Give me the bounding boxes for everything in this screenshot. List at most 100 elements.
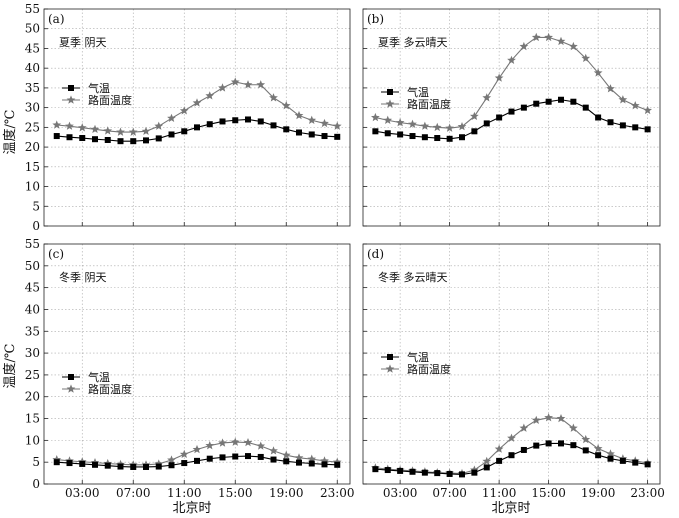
x-tick-label: 03:00: [383, 486, 418, 500]
data-point: [206, 455, 213, 462]
series-line: [375, 417, 648, 475]
data-point: [179, 449, 189, 459]
data-point: [141, 126, 151, 136]
data-point: [519, 41, 529, 51]
data-point: [459, 134, 465, 141]
panel-label: (b): [367, 12, 384, 26]
data-point: [52, 120, 62, 129]
data-point: [281, 450, 291, 459]
x-tick-label: 15:00: [531, 486, 566, 500]
data-point: [531, 32, 541, 42]
data-point: [384, 467, 391, 474]
plot-frame: [43, 8, 351, 227]
legend-marker: [385, 364, 395, 373]
y-tick-label: 25: [25, 120, 40, 134]
data-point: [53, 459, 60, 466]
y-tick-label: 25: [25, 368, 40, 382]
data-point: [219, 454, 226, 461]
data-point: [117, 463, 124, 470]
data-point: [307, 115, 317, 124]
data-point: [332, 121, 342, 130]
y-tick-label: 55: [25, 237, 40, 251]
data-point: [192, 98, 202, 107]
y-tick-label: 5: [32, 199, 40, 213]
data-point: [470, 111, 479, 121]
data-point: [556, 413, 566, 423]
data-point: [167, 113, 176, 123]
data-point: [269, 446, 278, 455]
data-point: [619, 122, 626, 129]
y-tick-label: 30: [25, 101, 40, 115]
data-point: [496, 114, 503, 121]
data-point: [65, 121, 74, 130]
data-point: [508, 452, 515, 459]
data-point: [243, 80, 253, 89]
y-tick-label: 35: [25, 81, 40, 95]
data-point: [643, 105, 652, 115]
y-tick-label: 50: [25, 259, 40, 273]
data-point: [307, 454, 317, 463]
y-tick-label: 10: [25, 433, 40, 447]
data-point: [372, 466, 379, 473]
data-point: [66, 460, 73, 467]
x-tick-label: 23:00: [630, 486, 665, 500]
panel-label: (d): [367, 247, 384, 261]
data-point: [256, 80, 266, 89]
data-point: [181, 128, 188, 135]
data-point: [79, 460, 86, 467]
legend-marker: [387, 89, 393, 95]
data-point: [494, 444, 504, 453]
x-axis-label-right: 北京时: [491, 501, 530, 516]
data-point: [446, 135, 453, 142]
data-point: [471, 469, 478, 476]
data-point: [143, 463, 149, 470]
data-point: [296, 129, 302, 136]
data-point: [520, 104, 527, 111]
legend-label: 路面温度: [407, 362, 451, 376]
data-point: [167, 455, 176, 464]
data-point: [434, 470, 441, 477]
data-point: [533, 442, 540, 449]
x-tick-label: 03:00: [65, 486, 100, 500]
data-point: [371, 112, 380, 122]
data-point: [281, 101, 291, 110]
data-point: [508, 108, 515, 115]
data-point: [471, 128, 478, 135]
legend-label: 气温: [407, 350, 429, 364]
plot-frame: [43, 243, 351, 485]
data-point: [519, 423, 529, 432]
series-road-temperature: [52, 77, 342, 136]
series-road-temperature: [371, 32, 652, 132]
data-point: [384, 130, 391, 137]
data-point: [257, 453, 264, 460]
data-point: [582, 104, 589, 111]
data-point: [446, 470, 453, 477]
y-tick-label: 0: [32, 219, 40, 233]
panel-3: 0 5 10 15 20 25 30 35 40 45 50 55 03:00 07:00 11:00 15:…: [25, 237, 355, 500]
data-point: [283, 458, 290, 465]
data-point: [372, 128, 379, 135]
data-point: [582, 447, 589, 454]
x-tick-label: 19:00: [581, 486, 616, 500]
data-point: [320, 118, 329, 128]
data-point: [219, 118, 226, 125]
y-tick-label: 10: [25, 180, 40, 194]
data-point: [245, 116, 251, 123]
data-point: [397, 467, 404, 474]
y-tick-label: 40: [25, 61, 40, 75]
data-point: [569, 423, 578, 432]
data-point: [556, 36, 566, 46]
data-point: [432, 122, 442, 132]
x-tick-label: 15:00: [218, 486, 253, 500]
legend-marker: [66, 384, 76, 393]
x-tick-label: 07:00: [116, 486, 151, 500]
data-point: [90, 124, 100, 134]
data-point: [632, 124, 639, 131]
data-point: [143, 137, 149, 144]
data-point: [179, 106, 189, 115]
data-point: [570, 98, 577, 105]
y-tick-label: 20: [25, 140, 40, 154]
panel-label: (c): [48, 247, 64, 261]
